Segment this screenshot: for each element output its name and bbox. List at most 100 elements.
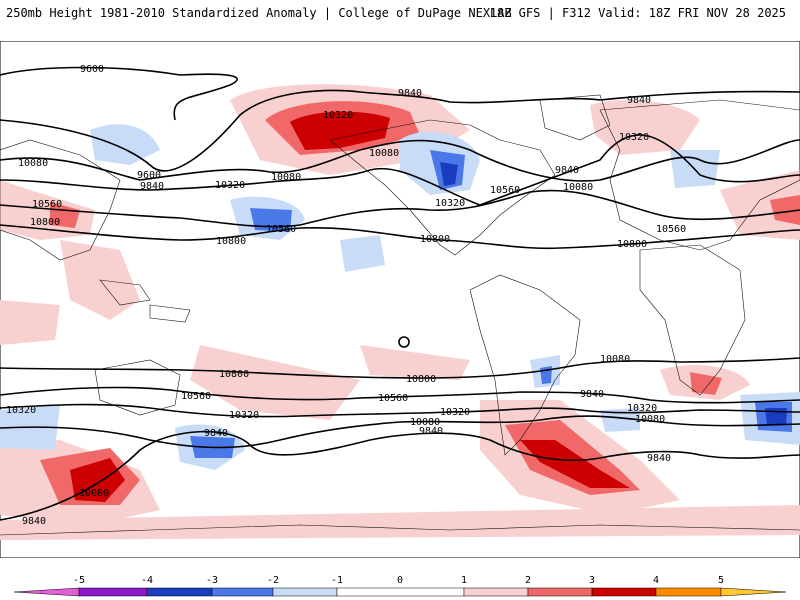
contour-9840-south [0,430,800,521]
contour-label: 9840 [580,389,604,400]
colorbar-tick-label: -1 [331,575,343,586]
contour-label: 9840 [140,181,164,192]
contour-10560-south [0,386,800,404]
anomaly-pos-5 [50,202,80,228]
anomaly-pos-11 [190,345,360,420]
anomaly-neg-1 [90,124,160,165]
colorbar-tick-label: -2 [267,575,279,586]
anomaly-neg-4 [440,162,458,186]
africa-outline [639,244,746,396]
anomaly-pos-8 [720,170,800,240]
contour-label: 10560 [656,224,686,235]
contour-label: 10080 [600,354,630,365]
contour-label: 10800 [219,369,249,380]
contour-label: 9840 [555,165,579,176]
contour-9600-north [0,66,238,121]
greenland-outline [539,94,611,141]
colorbar-tick-label: 5 [718,575,724,586]
anomaly-pos-21 [0,505,800,540]
colorbar: -5 -4 -3 -2 -1 0 1 2 3 4 5 [13,575,787,597]
australia-outline [94,359,181,416]
colorbar-swatch-zero [336,587,465,597]
colorbar-swatch-p1 [463,587,529,597]
contour-label: 10080 [410,417,440,428]
contour-label: 10320 [440,407,470,418]
contour-labels: 9600 9840 10320 9840 10080 9600 9840 103… [6,64,686,527]
model-run-info: 18Z GFS | F312 Valid: 18Z FRI NOV 28 202… [489,6,786,20]
contour-label: 9600 [137,170,161,181]
contour-10320-north [0,134,800,206]
colorbar-swatch-p2 [527,587,593,597]
contour-label: 10320 [229,410,259,421]
colorbar-swatch-n5 [13,587,80,597]
contour-label: 9840 [419,426,443,437]
colorbar-tick-labels: -5 -4 -3 -2 -1 0 1 2 3 4 5 [73,575,724,586]
anomaly-pos-3 [290,111,390,150]
contour-label: 9840 [398,88,422,99]
colorbar-tick-label: -3 [206,575,218,586]
contour-label: 10560 [32,199,62,210]
colorbar-tick-label: 4 [653,575,659,586]
anomaly-pos-20 [520,440,630,488]
contour-10080-south [0,415,800,449]
colorbar-tick-label: 1 [461,575,467,586]
contour-label: 9840 [647,453,671,464]
contour-9840-north [0,89,800,172]
colorbar-swatch-p3 [591,587,657,597]
anomaly-neg-17 [600,408,640,432]
contour-closed-small [398,336,410,348]
anomaly-pos-7 [590,100,700,155]
contour-label: 10080 [271,172,301,183]
contour-label: 10800 [406,374,436,385]
colorbar-tick-label: 2 [525,575,531,586]
contour-10800-south [0,357,800,379]
colorbar-swatches [13,587,787,597]
height-contours [0,66,800,521]
anomaly-pos-9 [770,195,800,225]
contour-label: 10320 [627,403,657,414]
contour-label: 10320 [323,110,353,121]
colorbar-tick-label: -4 [141,575,153,586]
anomaly-neg-13 [540,366,552,384]
contour-10560-north [0,189,800,228]
contour-label: 10560 [266,224,296,235]
anomaly-pos-12 [360,345,470,380]
south-america-outline [469,274,581,456]
contour-label: 10080 [635,414,665,425]
north-america-outline [329,119,556,256]
colorbar-swatch-n2 [211,587,274,597]
contour-label: 10320 [435,198,465,209]
asia-west-outline [0,139,121,261]
anomaly-map: 9600 9840 10320 9840 10080 9600 9840 103… [0,41,800,558]
contour-label: 10080 [563,182,593,193]
contour-label: 10560 [181,391,211,402]
contour-label: 10560 [378,393,408,404]
contour-label: 10080 [79,488,109,499]
contour-label: 10800 [216,236,246,247]
eurasia-outline [599,99,800,251]
contour-label: 9840 [22,516,46,527]
contour-label: 10800 [617,239,647,250]
contour-label: 9600 [80,64,104,75]
contour-label: 10560 [490,185,520,196]
colorbar-swatch-n1 [272,587,338,597]
colorbar-swatch-p5 [720,587,787,597]
anomaly-pos-10 [0,300,60,345]
antarctica-outline [0,524,800,536]
coastlines [0,94,800,536]
contour-label: 10320 [6,405,36,416]
colorbar-tick-label: 3 [589,575,595,586]
colorbar-swatch-n4 [78,587,148,597]
colorbar-tick-label: -5 [73,575,85,586]
colorbar-tick-label: 0 [397,575,403,586]
contour-label: 9840 [204,428,228,439]
contour-label: 10080 [369,148,399,159]
map-title: 250mb Height 1981-2010 Standardized Anom… [6,6,512,20]
colorbar-swatch-p4 [655,587,722,597]
contour-label: 10080 [18,158,48,169]
contour-10320-south [0,403,800,418]
contour-label: 10320 [215,180,245,191]
anomaly-neg-7 [340,235,385,272]
contour-label: 10800 [30,217,60,228]
southeast-asia-islands [99,279,191,323]
